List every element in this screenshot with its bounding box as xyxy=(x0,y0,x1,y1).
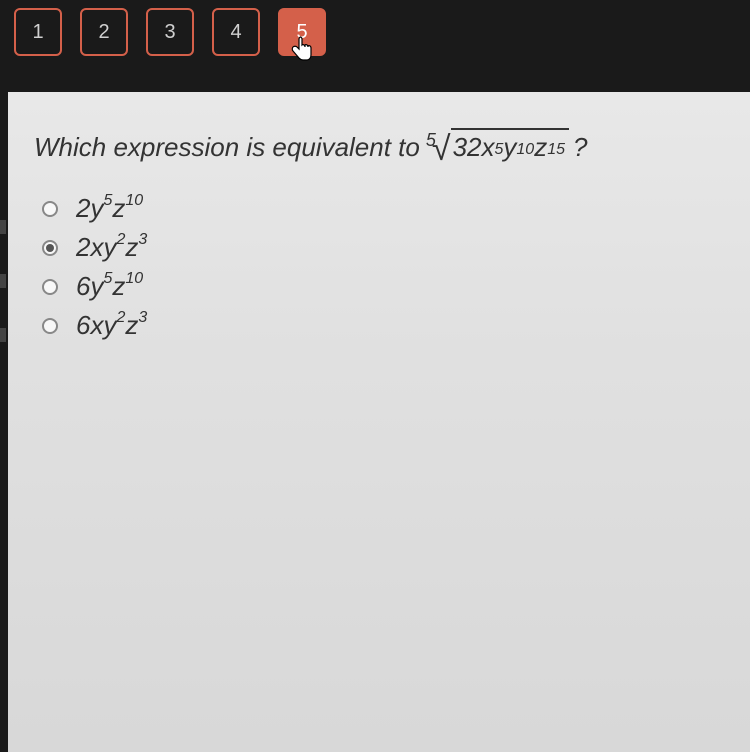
prompt-text: Which expression is equivalent to xyxy=(34,132,420,163)
radical-sign-icon: √ xyxy=(432,130,451,169)
radio-button[interactable] xyxy=(42,318,58,334)
question-prompt: Which expression is equivalent to 5 √ 32… xyxy=(34,126,730,165)
var: z xyxy=(125,310,138,340)
answer-options: 2y5z10 2xy2z3 6y5z10 6xy2z3 xyxy=(42,193,730,341)
var: y xyxy=(90,271,103,301)
option-b[interactable]: 2xy2z3 xyxy=(42,232,730,263)
option-d[interactable]: 6xy2z3 xyxy=(42,310,730,341)
var: x xyxy=(90,232,103,262)
coef: 2 xyxy=(76,193,90,223)
exp: 5 xyxy=(103,270,112,287)
exp: 3 xyxy=(138,309,147,326)
exp-x: 5 xyxy=(494,141,503,159)
var: y xyxy=(103,232,116,262)
coef: 6 xyxy=(76,271,90,301)
exp: 2 xyxy=(116,231,125,248)
nav-label: 1 xyxy=(32,21,43,44)
radicand-coef: 32 xyxy=(453,132,482,163)
var-x: x xyxy=(481,132,494,163)
var-z: z xyxy=(534,132,547,163)
nav-button-4[interactable]: 4 xyxy=(212,8,260,56)
nav-label: 2 xyxy=(98,21,109,44)
exp: 5 xyxy=(103,192,112,209)
option-a[interactable]: 2y5z10 xyxy=(42,193,730,224)
exp-z: 15 xyxy=(547,141,565,159)
radio-button[interactable] xyxy=(42,279,58,295)
coef: 2 xyxy=(76,232,90,262)
nav-label: 5 xyxy=(296,21,307,44)
option-text: 6y5z10 xyxy=(76,271,143,302)
nav-button-2[interactable]: 2 xyxy=(80,8,128,56)
question-mark: ? xyxy=(573,132,587,163)
var: z xyxy=(112,193,125,223)
left-edge-marks xyxy=(0,220,6,342)
var: x xyxy=(90,310,103,340)
coef: 6 xyxy=(76,310,90,340)
var: y xyxy=(90,193,103,223)
option-text: 2xy2z3 xyxy=(76,232,147,263)
var: z xyxy=(125,232,138,262)
radio-button[interactable] xyxy=(42,201,58,217)
mark xyxy=(0,328,6,342)
radical-expression: 5 √ 32x5y10z15 xyxy=(426,126,569,165)
option-text: 6xy2z3 xyxy=(76,310,147,341)
option-c[interactable]: 6y5z10 xyxy=(42,271,730,302)
exp: 3 xyxy=(138,231,147,248)
var: z xyxy=(112,271,125,301)
exp-y: 10 xyxy=(516,141,534,159)
mark xyxy=(0,220,6,234)
var: y xyxy=(103,310,116,340)
mark xyxy=(0,274,6,288)
nav-button-1[interactable]: 1 xyxy=(14,8,62,56)
exp: 10 xyxy=(125,270,143,287)
nav-label: 3 xyxy=(164,21,175,44)
nav-button-3[interactable]: 3 xyxy=(146,8,194,56)
question-panel: Which expression is equivalent to 5 √ 32… xyxy=(8,92,750,752)
option-text: 2y5z10 xyxy=(76,193,143,224)
nav-button-5[interactable]: 5 xyxy=(278,8,326,56)
exp: 10 xyxy=(125,192,143,209)
exp: 2 xyxy=(116,309,125,326)
radicand: 32x5y10z15 xyxy=(451,128,569,163)
question-nav-bar: 1 2 3 4 5 xyxy=(0,0,750,64)
radio-button[interactable] xyxy=(42,240,58,256)
nav-label: 4 xyxy=(230,21,241,44)
var-y: y xyxy=(503,132,516,163)
